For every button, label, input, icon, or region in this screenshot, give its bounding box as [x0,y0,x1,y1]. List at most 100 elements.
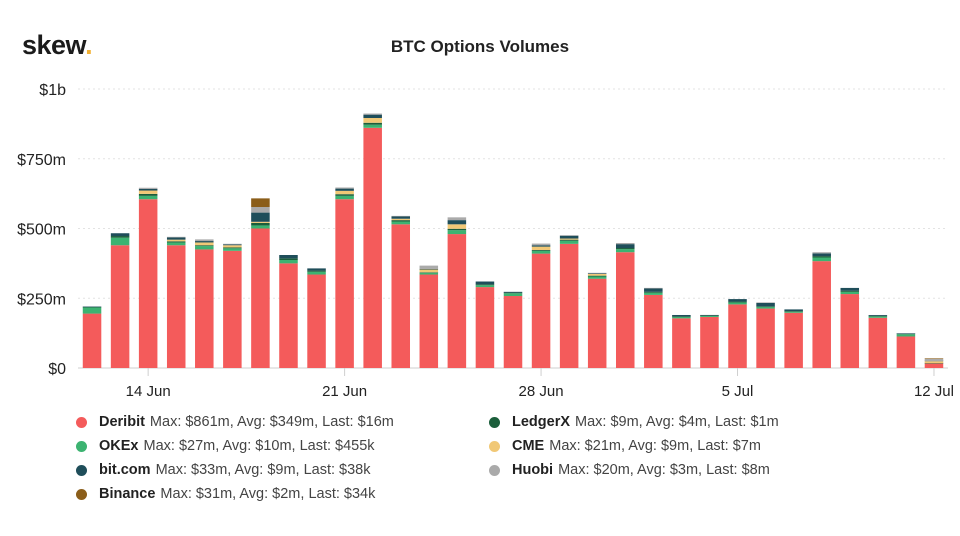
bar-segment-ledgerx[interactable] [138,193,158,196]
bar-segment-okex[interactable] [728,302,747,305]
bar-segment-deribit[interactable] [475,287,495,368]
bar-stack[interactable] [391,215,411,368]
bar-segment-okex[interactable] [138,195,158,200]
legend-item-cme[interactable]: CME Max: $21m, Avg: $9m, Last: $7m [489,438,761,454]
bar-segment-deribit[interactable] [419,274,439,368]
bar-segment-bitcom[interactable] [447,220,467,225]
bar-segment-okex[interactable] [363,124,382,128]
bar-segment-cme[interactable] [195,242,214,246]
bar-segment-huobi[interactable] [559,235,579,236]
bar-segment-bitcom[interactable] [110,233,130,237]
bar-segment-ledgerx[interactable] [447,228,467,231]
bar-segment-huobi[interactable] [419,265,439,269]
legend-item-bitcom[interactable]: bit.com Max: $33m, Avg: $9m, Last: $38k [76,462,371,478]
bar-segment-okex[interactable] [840,291,860,295]
bar-segment-ledgerx[interactable] [868,315,888,317]
bar-segment-okex[interactable] [335,195,354,200]
bar-segment-ledgerx[interactable] [223,247,242,249]
bar-segment-bitcom[interactable] [559,235,579,239]
bar-stack[interactable] [644,287,663,368]
legend-item-okex[interactable]: OKEx Max: $27m, Avg: $10m, Last: $455k [76,438,375,454]
bar-segment-okex[interactable] [503,293,523,297]
bar-segment-huobi[interactable] [531,243,551,246]
bar-segment-huobi[interactable] [363,113,382,115]
bar-segment-binance[interactable] [924,358,944,359]
bar-stack[interactable] [110,233,130,368]
bar-segment-deribit[interactable] [307,274,326,368]
bar-segment-deribit[interactable] [251,228,270,369]
bar-segment-huobi[interactable] [756,302,775,303]
bar-segment-deribit[interactable] [391,224,411,368]
bar-segment-ledgerx[interactable] [728,301,747,303]
bar-segment-ledgerx[interactable] [251,222,270,226]
bar-segment-okex[interactable] [559,240,579,244]
bar-stack[interactable] [868,314,888,368]
legend-item-deribit[interactable]: Deribit Max: $861m, Avg: $349m, Last: $1… [76,414,394,430]
bar-segment-deribit[interactable] [363,127,382,368]
bar-segment-deribit[interactable] [223,250,242,368]
bar-segment-okex[interactable] [166,242,186,246]
bar-segment-bitcom[interactable] [251,212,270,222]
bar-stack[interactable] [559,235,579,368]
bar-stack[interactable] [335,187,354,368]
bar-segment-bitcom[interactable] [672,314,691,317]
bar-stack[interactable] [728,299,747,368]
bar-stack[interactable] [166,236,186,368]
bar-segment-bitcom[interactable] [475,281,495,285]
bar-segment-bitcom[interactable] [82,306,102,308]
bar-segment-huobi[interactable] [587,272,607,274]
bar-stack[interactable] [307,268,326,368]
bar-segment-deribit[interactable] [728,304,747,368]
bar-stack[interactable] [700,314,719,368]
legend-item-huobi[interactable]: Huobi Max: $20m, Avg: $3m, Last: $8m [489,462,770,478]
bar-segment-bitcom[interactable] [812,253,831,257]
bar-stack[interactable] [924,358,944,368]
bar-segment-ledgerx[interactable] [672,316,691,317]
bar-segment-huobi[interactable] [195,239,214,242]
bar-segment-ledgerx[interactable] [503,292,523,294]
bar-segment-bitcom[interactable] [166,237,186,240]
bar-segment-deribit[interactable] [756,308,775,368]
bar-segment-bitcom[interactable] [195,241,214,243]
bar-segment-ledgerx[interactable] [587,275,607,277]
bar-segment-cme[interactable] [419,269,439,273]
bar-segment-okex[interactable] [110,237,130,246]
bar-segment-bitcom[interactable] [503,291,523,293]
bar-stack[interactable] [138,187,158,368]
bar-segment-huobi[interactable] [335,187,354,189]
bar-segment-okex[interactable] [251,225,270,229]
bar-segment-okex[interactable] [475,285,495,288]
bar-stack[interactable] [279,255,298,368]
bar-segment-ledgerx[interactable] [784,311,803,312]
bar-stack[interactable] [251,198,270,368]
bar-segment-okex[interactable] [587,276,607,279]
bar-segment-deribit[interactable] [700,316,719,368]
bar-segment-deribit[interactable] [279,263,298,368]
bar-segment-okex[interactable] [447,230,467,235]
bar-segment-ledgerx[interactable] [166,241,186,243]
bar-segment-deribit[interactable] [587,278,607,368]
bar-stack[interactable] [784,309,803,368]
bar-segment-okex[interactable] [531,250,551,254]
bar-segment-okex[interactable] [644,292,663,295]
bar-segment-bitcom[interactable] [223,244,242,246]
bar-segment-okex[interactable] [756,306,775,309]
legend-item-ledgerx[interactable]: LedgerX Max: $9m, Avg: $4m, Last: $1m [489,414,779,430]
bar-stack[interactable] [840,287,860,368]
bar-segment-huobi[interactable] [138,187,158,189]
bar-segment-deribit[interactable] [644,294,663,368]
bar-segment-deribit[interactable] [868,317,888,368]
bar-segment-huobi[interactable] [644,287,663,289]
bar-segment-cme[interactable] [166,239,186,242]
bar-segment-bitcom[interactable] [138,188,158,191]
bar-segment-bitcom[interactable] [868,314,888,316]
bar-segment-deribit[interactable] [672,318,691,368]
bar-segment-bitcom[interactable] [531,245,551,247]
bar-stack[interactable] [419,265,439,368]
bar-segment-okex[interactable] [700,315,719,317]
bar-segment-okex[interactable] [279,260,298,264]
bar-stack[interactable] [812,252,831,368]
bar-segment-okex[interactable] [868,316,888,318]
bar-segment-ledgerx[interactable] [812,256,831,258]
bar-segment-huobi[interactable] [447,217,467,221]
